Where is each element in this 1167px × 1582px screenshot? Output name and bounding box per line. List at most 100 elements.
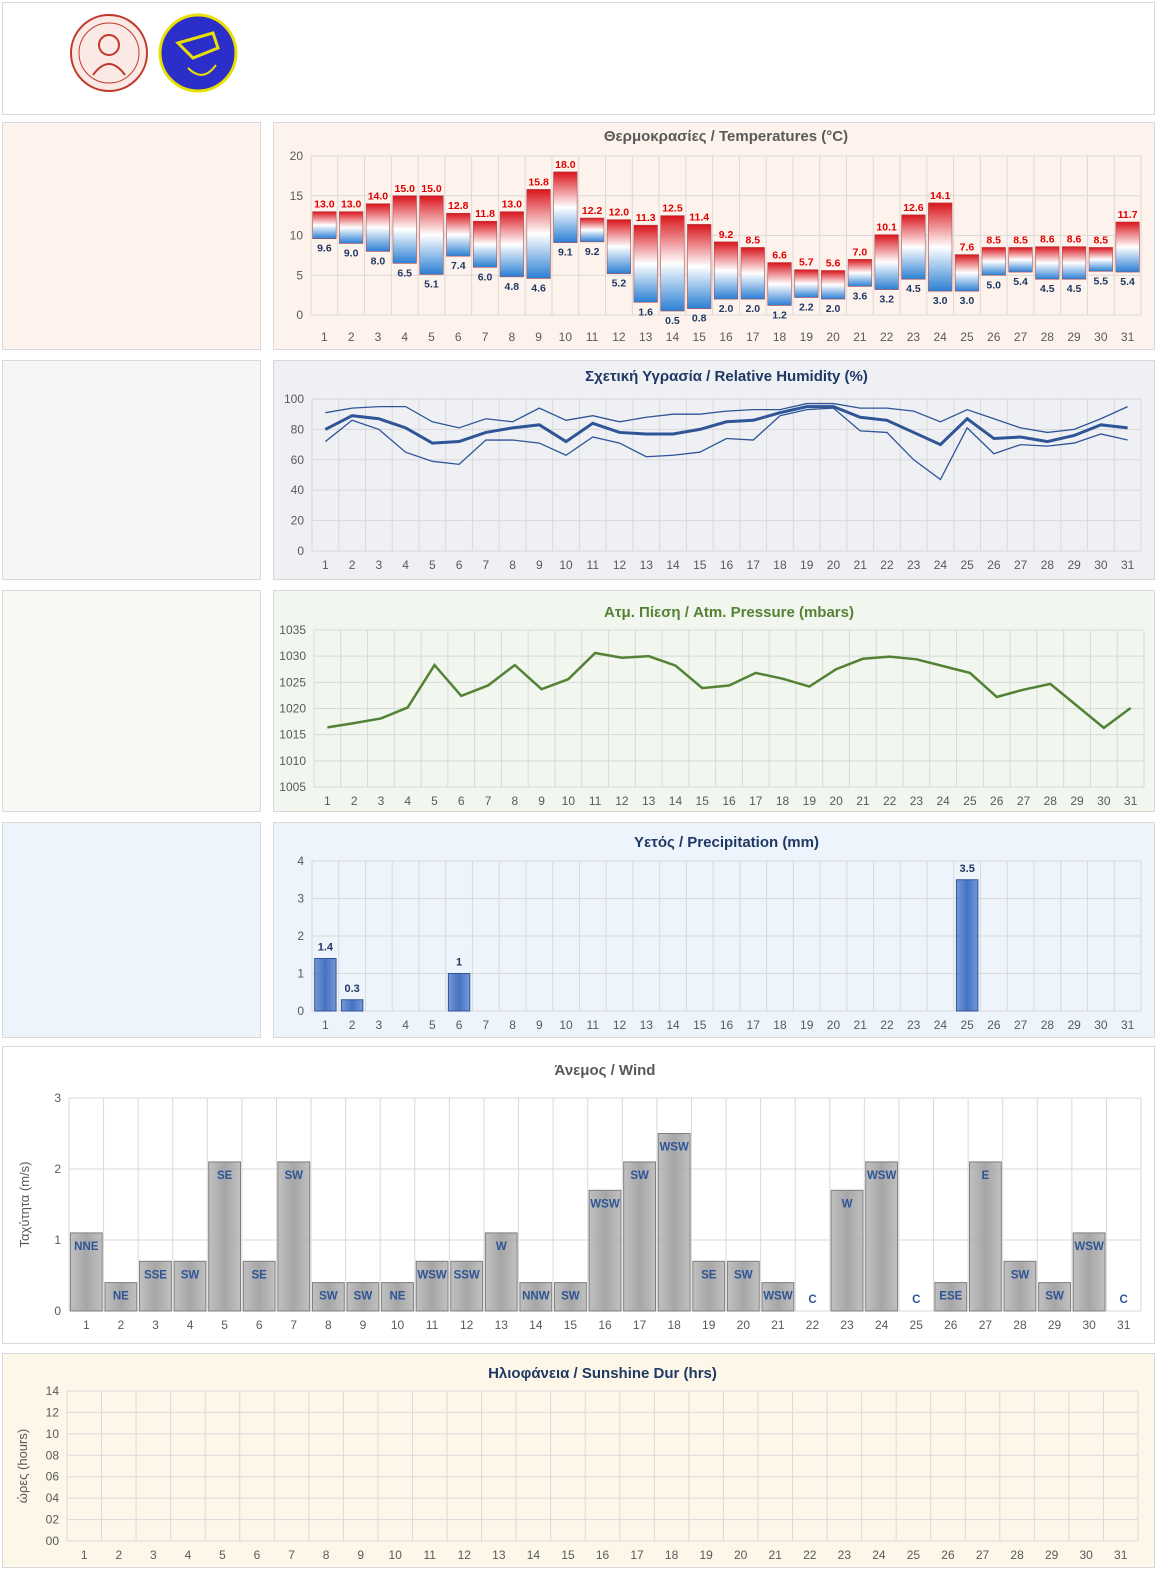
wind-direction-label: NE	[390, 1291, 406, 1303]
max-temp-label: 15.8	[528, 176, 549, 188]
x-tick-label: 17	[633, 1318, 647, 1332]
x-tick-label: 12	[613, 558, 627, 572]
x-tick-label: 29	[1067, 1018, 1081, 1032]
x-tick-label: 29	[1070, 794, 1084, 808]
x-tick-label: 14	[669, 794, 683, 808]
x-tick-label: 22	[880, 558, 894, 572]
y-tick-label: 4	[297, 854, 304, 868]
temperature-range-bar	[419, 195, 444, 275]
bar	[830, 1189, 864, 1312]
temperature-range-bar	[553, 171, 578, 243]
bar	[314, 958, 337, 1012]
x-tick-label: 25	[910, 1318, 924, 1332]
temperature-range-bar	[1088, 247, 1113, 272]
min-temp-label: 3.6	[853, 290, 868, 302]
y-tick-label: 1005	[279, 780, 306, 794]
x-tick-label: 6	[256, 1318, 263, 1332]
min-temp-label: 5.0	[986, 279, 1001, 291]
bar	[484, 1232, 518, 1312]
bar	[934, 1282, 968, 1312]
bar	[450, 1260, 484, 1312]
x-tick-label: 6	[455, 330, 462, 344]
x-tick-label: 5	[431, 794, 438, 808]
temperature-range-bar	[446, 212, 471, 257]
x-tick-label: 3	[376, 1018, 383, 1032]
x-tick-label: 4	[404, 794, 411, 808]
min-temp-label: 0.5	[665, 315, 680, 327]
wind-direction-label: W	[842, 1198, 853, 1210]
x-tick-label: 27	[976, 1548, 990, 1562]
x-tick-label: 29	[1045, 1548, 1059, 1562]
chart-title: Θερμοκρασίες / Temperatures (°C)	[604, 128, 848, 145]
x-tick-label: 28	[1010, 1548, 1024, 1562]
x-tick-label: 15	[564, 1318, 578, 1332]
min-temp-label: 4.6	[531, 282, 546, 294]
header-panel	[2, 2, 1155, 115]
bar	[1072, 1232, 1106, 1312]
y-tick-label: 0	[296, 308, 303, 322]
x-tick-label: 21	[853, 330, 867, 344]
x-tick-label: 7	[482, 1018, 489, 1032]
wind-direction-label: SW	[630, 1170, 649, 1182]
x-tick-label: 26	[987, 558, 1001, 572]
y-tick-label: 15	[290, 189, 304, 203]
bar	[173, 1260, 207, 1312]
x-tick-label: 4	[187, 1318, 194, 1332]
temperature-range-bar	[954, 254, 980, 292]
min-temp-label: 9.6	[317, 243, 332, 255]
y-tick-label: 1035	[279, 623, 306, 637]
x-tick-label: 3	[150, 1548, 157, 1562]
x-tick-label: 18	[776, 794, 790, 808]
bar	[346, 1282, 380, 1312]
x-tick-label: 29	[1048, 1318, 1062, 1332]
x-tick-label: 30	[1094, 558, 1108, 572]
wind-direction-label: NE	[113, 1291, 129, 1303]
x-tick-label: 31	[1121, 558, 1135, 572]
x-tick-label: 10	[391, 1318, 405, 1332]
temperature-range-bar	[767, 262, 792, 306]
x-tick-label: 2	[348, 330, 355, 344]
x-tick-label: 18	[773, 1018, 787, 1032]
x-tick-label: 26	[941, 1548, 955, 1562]
x-tick-label: 15	[561, 1548, 575, 1562]
x-tick-label: 27	[1014, 1018, 1028, 1032]
x-tick-label: 12	[612, 330, 626, 344]
x-tick-label: 10	[559, 1018, 573, 1032]
x-tick-label: 4	[401, 330, 408, 344]
y-tick-label: 100	[284, 392, 304, 406]
y-tick-label: 12	[46, 1405, 60, 1419]
chart-title: Ηλιοφάνεια / Sunshine Dur (hrs)	[488, 1365, 717, 1382]
x-tick-label: 2	[349, 558, 356, 572]
max-temp-label: 8.6	[1040, 234, 1055, 246]
wind-direction-label: WSW	[590, 1198, 620, 1210]
x-tick-label: 25	[907, 1548, 921, 1562]
x-tick-label: 5	[219, 1548, 226, 1562]
y-tick-label: 5	[296, 268, 303, 282]
x-tick-label: 19	[702, 1318, 716, 1332]
data-label: 1	[456, 957, 462, 969]
x-tick-label: 14	[666, 330, 680, 344]
x-tick-label: 27	[1014, 330, 1028, 344]
x-tick-label: 21	[856, 794, 870, 808]
x-tick-label: 13	[642, 794, 656, 808]
x-tick-label: 24	[934, 558, 948, 572]
x-tick-label: 14	[527, 1548, 541, 1562]
y-tick-label: 14	[46, 1384, 60, 1398]
x-tick-label: 18	[667, 1318, 681, 1332]
wind-direction-label: SW	[734, 1269, 753, 1281]
x-tick-label: 7	[485, 794, 492, 808]
min-temp-label: 8.0	[371, 255, 386, 267]
temperature-range-bar	[687, 224, 712, 309]
y-tick-label: 08	[46, 1448, 60, 1462]
y-tick-label: 20	[291, 514, 305, 528]
min-temp-label: 9.2	[585, 246, 600, 258]
x-tick-label: 19	[800, 558, 814, 572]
x-tick-label: 17	[630, 1548, 644, 1562]
min-temp-label: 2.0	[719, 303, 734, 315]
temperature-range-bar	[1008, 247, 1033, 273]
wind-direction-label: SE	[217, 1170, 233, 1182]
x-tick-label: 18	[773, 330, 787, 344]
wind-direction-label: SSW	[454, 1269, 480, 1281]
x-tick-label: 13	[639, 330, 653, 344]
x-tick-label: 12	[615, 794, 629, 808]
